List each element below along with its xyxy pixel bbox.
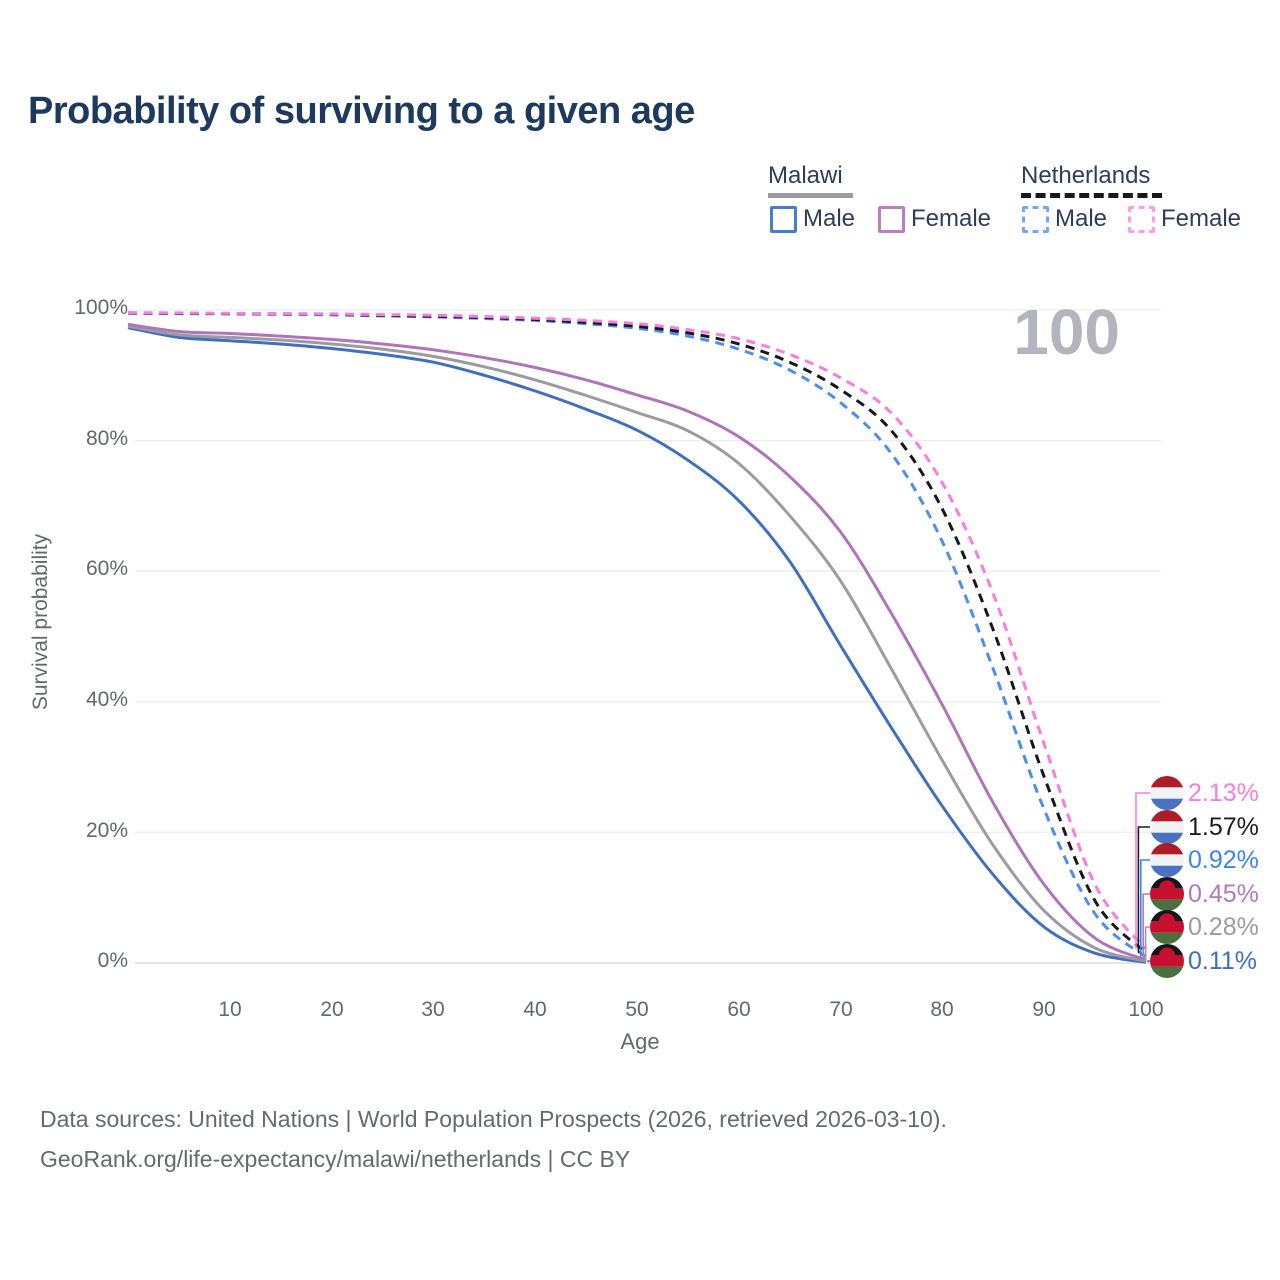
- x-axis-tick: 60: [727, 998, 751, 1021]
- netherlands-female-swatch-icon[interactable]: [1128, 205, 1155, 233]
- x-axis-title: Age: [620, 1029, 660, 1054]
- legend-malawi-male-label: Male: [803, 205, 856, 232]
- legend-netherlands-male-label: Male: [1055, 205, 1108, 232]
- end-label-netherlands-both: 1.57%: [1150, 810, 1259, 844]
- end-label-connector: [1147, 960, 1150, 963]
- flag-netherlands-icon: [1150, 843, 1184, 877]
- end-value: 0.28%: [1188, 912, 1259, 941]
- end-label-connector: [1137, 826, 1150, 953]
- end-value: 0.45%: [1188, 879, 1259, 908]
- flag-netherlands-icon: [1150, 776, 1184, 810]
- end-value: 0.11%: [1188, 946, 1258, 975]
- y-axis-tick: 0%: [97, 949, 128, 972]
- y-axis-tick: 100%: [74, 296, 128, 319]
- end-label-malawi-both: 0.28%: [1150, 910, 1259, 944]
- series-line-netherlands-both[interactable]: [127, 311, 1148, 954]
- end-label-connector: [1140, 859, 1150, 957]
- flag-malawi-icon: [1150, 877, 1184, 911]
- series-line-netherlands-female[interactable]: [127, 311, 1148, 951]
- page-title: Probability of surviving to a given age: [28, 90, 695, 132]
- flag-netherlands-icon: [1150, 810, 1184, 844]
- x-axis-tick: 30: [421, 998, 445, 1021]
- legend-netherlands-female-label: Female: [1161, 205, 1242, 232]
- end-label-connector: [1144, 926, 1150, 962]
- legend-malawi-female-label: Female: [911, 205, 992, 232]
- y-axis-tick: 60%: [85, 557, 128, 580]
- y-axis-title: Survival probability: [29, 533, 52, 711]
- legend-group-malawi-label: Malawi: [768, 162, 843, 189]
- legend-toggle-malawi-male[interactable]: Male: [770, 205, 855, 233]
- end-label-connector: [1135, 792, 1150, 950]
- end-value: 0.92%: [1188, 845, 1259, 874]
- x-axis-tick: 10: [218, 998, 242, 1021]
- end-label-netherlands-female: 2.13%: [1150, 776, 1259, 810]
- x-axis-tick: 40: [523, 998, 547, 1021]
- x-axis-tick: 20: [320, 998, 344, 1021]
- hovered-age-indicator: 100: [1013, 296, 1120, 368]
- end-value: 1.57%: [1188, 812, 1259, 841]
- y-axis-tick: 40%: [85, 688, 128, 711]
- legend-toggle-netherlands-male[interactable]: Male: [1022, 205, 1107, 233]
- legend-toggle-netherlands-female[interactable]: Female: [1128, 205, 1241, 233]
- netherlands-male-swatch-icon[interactable]: [1022, 205, 1049, 233]
- flag-malawi-icon: [1150, 944, 1184, 978]
- legend-group-netherlands-label: Netherlands: [1021, 162, 1151, 189]
- x-axis-tick: 70: [829, 998, 853, 1021]
- legend-netherlands-linestyle-sample: [1021, 193, 1162, 198]
- y-axis-tick: 20%: [85, 819, 128, 842]
- y-axis-tick: 80%: [85, 427, 128, 450]
- end-label-malawi-male: 0.11%: [1150, 944, 1257, 978]
- legend-toggle-malawi-female[interactable]: Female: [878, 205, 991, 233]
- end-label-connector: [1142, 893, 1150, 961]
- end-label-malawi-female: 0.45%: [1150, 877, 1259, 911]
- x-axis-tick: 100: [1128, 998, 1164, 1021]
- end-value: 2.13%: [1188, 778, 1259, 807]
- series-line-malawi-both[interactable]: [127, 324, 1147, 963]
- data-sources-line: Data sources: United Nations | World Pop…: [40, 1106, 947, 1132]
- malawi-female-swatch-icon[interactable]: [878, 205, 905, 233]
- series-line-malawi-female[interactable]: [127, 322, 1147, 962]
- series-line-malawi-male[interactable]: [127, 326, 1147, 964]
- legend-malawi-linestyle-sample: [768, 193, 853, 198]
- flag-malawi-icon: [1150, 910, 1184, 944]
- x-axis-tick: 50: [625, 998, 649, 1021]
- malawi-male-swatch-icon[interactable]: [770, 205, 797, 233]
- x-axis-tick: 80: [930, 998, 954, 1021]
- end-label-netherlands-male: 0.92%: [1150, 843, 1259, 877]
- series-line-netherlands-male[interactable]: [127, 311, 1147, 959]
- x-axis-tick: 90: [1032, 998, 1056, 1021]
- attribution-line: GeoRank.org/life-expectancy/malawi/nethe…: [40, 1146, 631, 1172]
